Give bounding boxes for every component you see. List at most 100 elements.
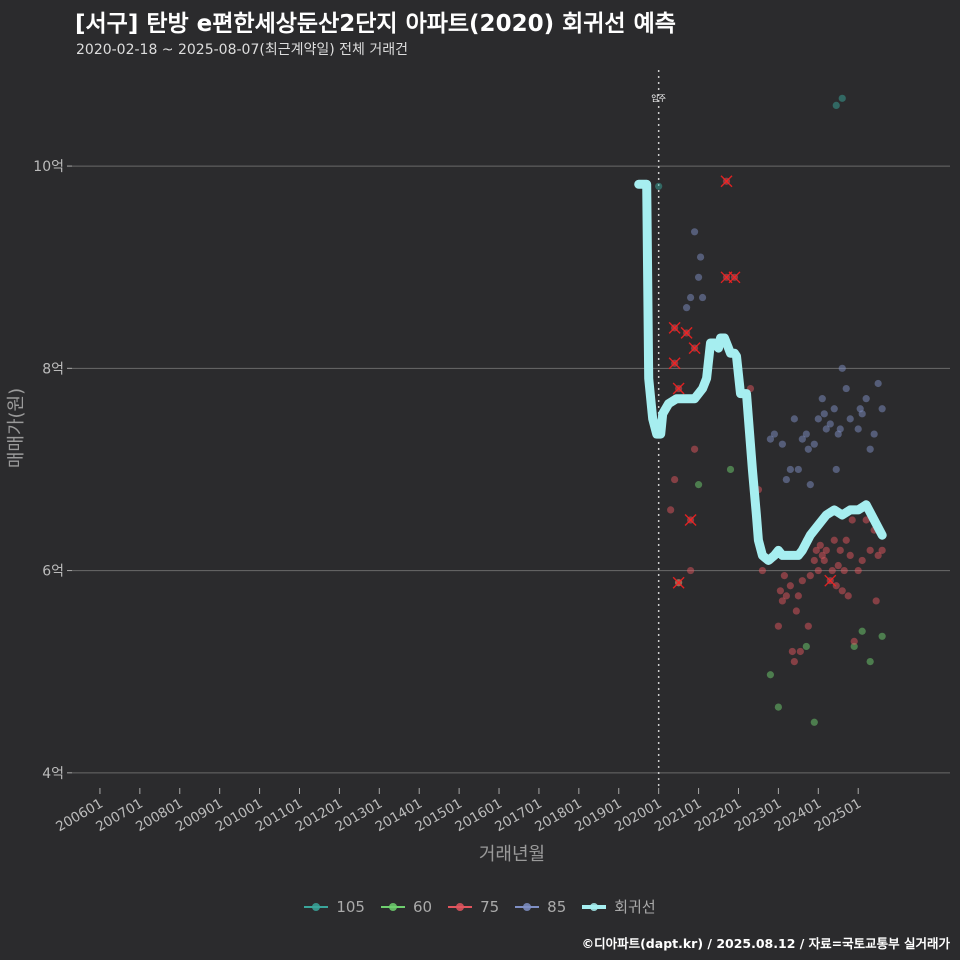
cancelled-marker bbox=[668, 321, 681, 334]
source-caption: ©디아파트(dapt.kr) / 2025.08.12 / 자료=국토교통부 실… bbox=[581, 936, 950, 951]
data-point-75 bbox=[814, 566, 822, 575]
data-point-60 bbox=[850, 642, 858, 651]
data-point-75 bbox=[838, 587, 846, 595]
data-point-75 bbox=[686, 566, 695, 575]
data-point-75 bbox=[850, 637, 858, 645]
cancelled-marker bbox=[688, 342, 701, 355]
data-point-85 bbox=[832, 465, 840, 474]
cancel-stroke bbox=[668, 321, 681, 334]
legend-key-75 bbox=[448, 897, 473, 917]
chart-title: [서구] 탄방 e편한세상둔산2단지 아파트(2020) 회귀선 예측 bbox=[75, 11, 676, 37]
data-point-75 bbox=[828, 566, 836, 575]
legend-item-regression[interactable]: 회귀선 bbox=[582, 896, 656, 917]
data-point-75 bbox=[690, 445, 699, 453]
data-point-85 bbox=[778, 440, 786, 448]
data-point-75 bbox=[862, 516, 870, 524]
regression-layer bbox=[634, 179, 887, 565]
legend-label-75: 75 bbox=[480, 897, 500, 916]
data-point-85 bbox=[878, 405, 886, 413]
data-point-60 bbox=[878, 632, 886, 640]
data-point-75 bbox=[774, 622, 782, 630]
chart-subtitle: 2020-02-18 ~ 2025-08-07(최근계약일) 전체 거래건 bbox=[76, 42, 408, 58]
data-point-85 bbox=[696, 253, 705, 261]
cancel-stroke bbox=[672, 382, 685, 395]
scatter-chart: 입주 4억6억8억10억2006012007012008012009012010… bbox=[6, 70, 950, 865]
legend: 105 60 75 85 회귀선 bbox=[0, 896, 960, 917]
data-point-75 bbox=[842, 536, 850, 544]
data-point-75 bbox=[822, 546, 830, 554]
data-point-75 bbox=[830, 536, 838, 544]
data-point-75 bbox=[844, 592, 852, 600]
cancelled-marker bbox=[672, 576, 685, 589]
data-point-75 bbox=[810, 556, 818, 565]
legend-item-105[interactable]: 105 bbox=[304, 897, 365, 917]
data-point-85 bbox=[770, 430, 779, 438]
data-point-85 bbox=[766, 435, 775, 443]
legend-key-105 bbox=[304, 897, 329, 917]
cancelled-marker bbox=[684, 514, 697, 527]
data-point-75 bbox=[834, 561, 842, 570]
data-point-60 bbox=[694, 481, 703, 489]
data-point-85 bbox=[798, 435, 806, 443]
data-point-75 bbox=[820, 556, 828, 565]
legend-label-regression: 회귀선 bbox=[614, 898, 656, 916]
legend-item-60[interactable]: 60 bbox=[380, 897, 433, 917]
data-point-85 bbox=[826, 420, 834, 428]
data-point-85 bbox=[822, 425, 830, 433]
y-axis-label: 매매가(원) bbox=[6, 388, 27, 468]
data-point-85 bbox=[786, 465, 794, 474]
data-point-75 bbox=[758, 566, 767, 575]
legend-label-60: 60 bbox=[412, 897, 433, 916]
cancel-stroke bbox=[668, 357, 681, 370]
data-point-75 bbox=[874, 551, 882, 560]
cancel-stroke bbox=[688, 342, 701, 355]
data-point-75 bbox=[872, 597, 880, 605]
cancel-stroke bbox=[720, 175, 733, 188]
data-point-85 bbox=[782, 475, 790, 484]
data-point-85 bbox=[820, 410, 828, 418]
data-point-85 bbox=[802, 430, 810, 438]
data-point-85 bbox=[794, 465, 802, 474]
legend-key-60 bbox=[380, 897, 405, 917]
data-point-85 bbox=[698, 293, 707, 302]
data-point-75 bbox=[878, 546, 886, 554]
data-point-60 bbox=[766, 671, 775, 679]
data-point-75 bbox=[786, 582, 794, 590]
data-point-105 bbox=[838, 94, 846, 102]
data-point-85 bbox=[790, 415, 798, 423]
data-point-85 bbox=[694, 273, 703, 281]
data-point-75 bbox=[848, 516, 856, 524]
data-point-75 bbox=[782, 592, 790, 600]
y-tick-label: 10억 bbox=[33, 159, 64, 175]
data-point-85 bbox=[838, 364, 846, 372]
data-point-85 bbox=[846, 415, 854, 423]
data-point-75 bbox=[812, 546, 820, 554]
data-point-60 bbox=[802, 642, 810, 651]
legend-label-105: 105 bbox=[336, 897, 365, 916]
data-point-85 bbox=[842, 384, 850, 393]
data-point-75 bbox=[854, 566, 862, 575]
cancelled-marker bbox=[680, 326, 693, 339]
data-point-85 bbox=[804, 445, 812, 453]
data-point-105 bbox=[655, 182, 663, 190]
data-point-75 bbox=[846, 551, 854, 560]
data-point-85 bbox=[806, 481, 814, 489]
data-point-85 bbox=[870, 430, 878, 438]
data-point-60 bbox=[774, 703, 782, 711]
data-point-75 bbox=[806, 572, 814, 580]
data-point-85 bbox=[862, 395, 870, 403]
data-point-75 bbox=[794, 592, 802, 600]
data-point-85 bbox=[690, 228, 699, 236]
grid-layer bbox=[72, 165, 950, 774]
y-tick-label: 8억 bbox=[42, 361, 64, 377]
x-axis-label: 거래년월 bbox=[479, 844, 545, 865]
legend-item-75[interactable]: 75 bbox=[448, 897, 499, 917]
cancelled-marker bbox=[668, 357, 681, 370]
legend-item-85[interactable]: 85 bbox=[515, 897, 566, 917]
data-point-85 bbox=[830, 405, 838, 413]
data-point-85 bbox=[858, 410, 866, 418]
data-point-85 bbox=[683, 304, 691, 312]
legend-key-regression bbox=[582, 897, 607, 917]
legend-label-85: 85 bbox=[547, 897, 567, 916]
data-point-75 bbox=[840, 566, 848, 575]
